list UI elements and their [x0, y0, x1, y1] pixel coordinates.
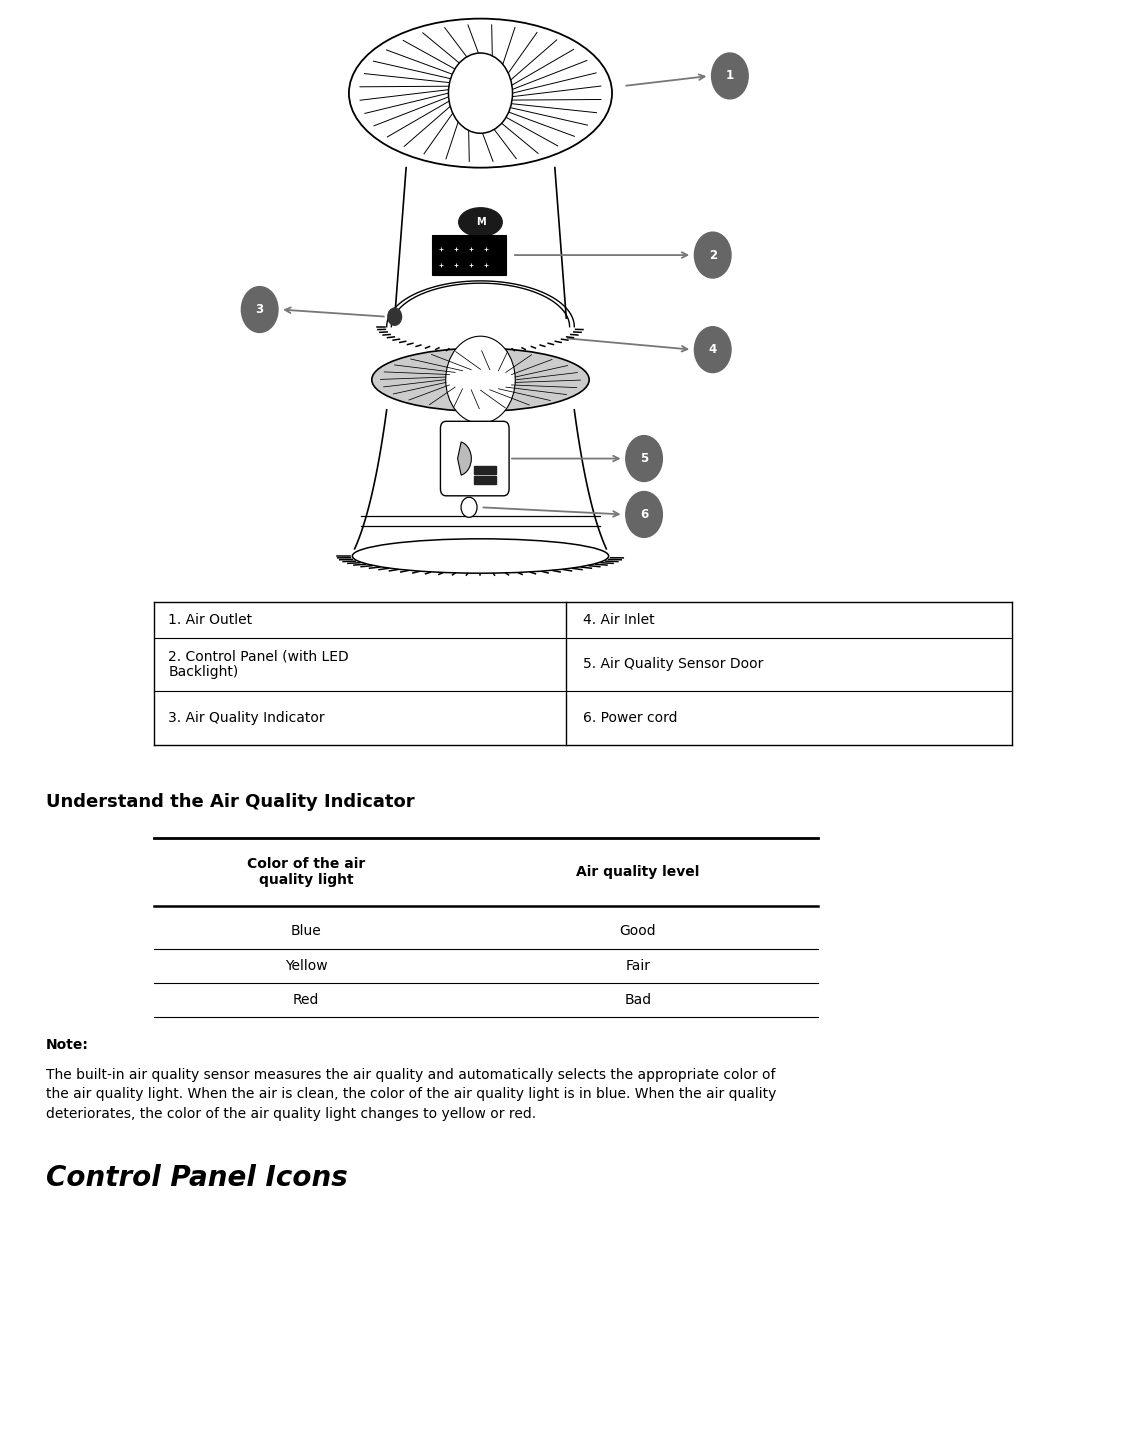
Text: Good: Good [619, 924, 657, 939]
Ellipse shape [459, 208, 502, 236]
Circle shape [694, 327, 731, 373]
Text: 1. Air Outlet: 1. Air Outlet [168, 613, 253, 626]
Text: 2: 2 [708, 248, 717, 262]
Circle shape [712, 53, 748, 99]
Circle shape [448, 53, 513, 133]
Text: Understand the Air Quality Indicator: Understand the Air Quality Indicator [46, 794, 414, 811]
FancyBboxPatch shape [474, 476, 496, 484]
Text: 6: 6 [639, 507, 649, 522]
Ellipse shape [372, 348, 589, 411]
Circle shape [461, 497, 477, 517]
FancyBboxPatch shape [440, 421, 509, 496]
Text: 4: 4 [708, 342, 717, 357]
Circle shape [446, 337, 515, 423]
Text: Control Panel Icons: Control Panel Icons [46, 1164, 348, 1192]
Text: Fair: Fair [626, 959, 650, 973]
Text: Blue: Blue [291, 924, 321, 939]
Text: Bad: Bad [625, 993, 651, 1007]
Circle shape [241, 287, 278, 332]
Text: Air quality level: Air quality level [577, 866, 699, 878]
Circle shape [626, 436, 662, 481]
Text: 1: 1 [725, 69, 734, 83]
Circle shape [694, 232, 731, 278]
Text: 3. Air Quality Indicator: 3. Air Quality Indicator [168, 711, 325, 725]
Text: 2. Control Panel (with LED
Backlight): 2. Control Panel (with LED Backlight) [168, 649, 349, 679]
Text: 4. Air Inlet: 4. Air Inlet [583, 613, 656, 626]
Text: 6. Power cord: 6. Power cord [583, 711, 678, 725]
FancyBboxPatch shape [474, 466, 496, 474]
Text: 5: 5 [639, 451, 649, 466]
Text: Red: Red [293, 993, 319, 1007]
Text: Color of the air
quality light: Color of the air quality light [247, 857, 365, 887]
Text: Note:: Note: [46, 1037, 88, 1052]
Text: Yellow: Yellow [285, 959, 327, 973]
Wedge shape [458, 441, 471, 476]
Text: M: M [476, 218, 485, 226]
FancyBboxPatch shape [431, 235, 506, 275]
Text: The built-in air quality sensor measures the air quality and automatically selec: The built-in air quality sensor measures… [46, 1068, 776, 1121]
Circle shape [626, 492, 662, 537]
Text: 5. Air Quality Sensor Door: 5. Air Quality Sensor Door [583, 658, 764, 671]
Text: 3: 3 [255, 302, 264, 317]
Circle shape [388, 308, 402, 325]
